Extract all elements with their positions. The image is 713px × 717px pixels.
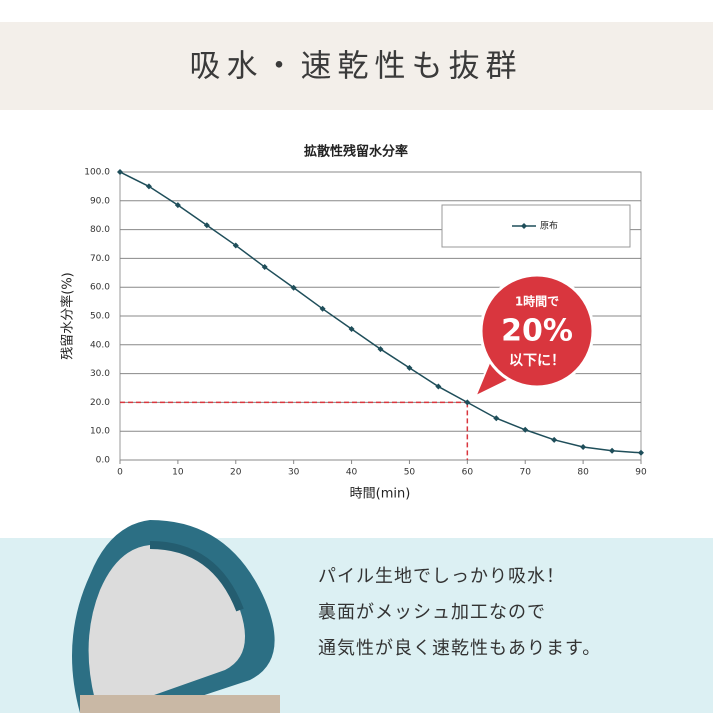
point — [580, 444, 587, 451]
legend-label: 原布 — [540, 220, 558, 232]
point — [232, 242, 239, 249]
point — [464, 399, 471, 406]
y-tick-label: 20.0 — [90, 398, 110, 408]
plot: 0.0 10.0 20.0 30.0 40.0 50.0 60.0 70.0 80.0 90.0 1… — [84, 168, 647, 478]
x-tick-label: 60 — [462, 468, 474, 478]
callout-text: 以下に！ — [509, 353, 565, 369]
feature-line: 裏面がメッシュ加工なので — [318, 602, 546, 623]
y-tick-label: 10.0 — [90, 427, 110, 437]
header-band — [0, 22, 713, 110]
y-tick-label: 30.0 — [90, 369, 110, 379]
point — [522, 426, 529, 433]
point — [203, 222, 210, 229]
legend-marker — [521, 223, 527, 229]
x-tick-label: 40 — [346, 468, 358, 478]
point — [377, 346, 384, 353]
y-tick-label: 40.0 — [90, 340, 110, 350]
y-tick-label: 50.0 — [90, 312, 110, 322]
x-tick-label: 20 — [230, 468, 242, 478]
x-tick-label: 90 — [635, 468, 647, 478]
point — [638, 449, 644, 456]
x-tick-label: 10 — [172, 468, 184, 478]
feature-line: パイル生地でしっかり吸水！ — [318, 566, 565, 587]
product-photo — [72, 520, 280, 713]
feature-line: 通気性が良く速乾性もあります。 — [318, 638, 601, 659]
point — [319, 305, 326, 312]
y-axis-label: 残留水分率(%) — [60, 272, 76, 360]
header-title: 吸水・速乾性も抜群 — [190, 49, 523, 85]
point — [174, 202, 181, 209]
point — [261, 264, 268, 271]
point — [290, 284, 297, 291]
x-tick-label: 30 — [288, 468, 300, 478]
x-tick-label: 50 — [404, 468, 416, 478]
callout-badge — [479, 273, 595, 389]
y-tick-label: 90.0 — [90, 196, 110, 206]
point — [406, 364, 413, 371]
point — [117, 169, 123, 175]
point — [145, 183, 152, 190]
callout-text: 20% — [501, 314, 573, 349]
y-tick-label: 80.0 — [90, 225, 110, 235]
point — [348, 325, 355, 332]
point — [493, 415, 500, 422]
y-tick-label: 0.0 — [96, 456, 111, 466]
x-tick-label: 70 — [519, 468, 531, 478]
y-tick-label: 100.0 — [84, 168, 110, 178]
chart-title: 拡散性残留水分率 — [304, 144, 408, 160]
x-tick-label: 80 — [577, 468, 589, 478]
callout-text: 1時間で — [515, 294, 559, 309]
y-tick-label: 60.0 — [90, 283, 110, 293]
x-tick-label: 0 — [117, 468, 123, 478]
point — [551, 436, 558, 443]
x-axis-label: 時間(min) — [350, 487, 411, 502]
point — [435, 383, 442, 390]
y-tick-label: 70.0 — [90, 254, 110, 264]
point — [609, 447, 616, 454]
